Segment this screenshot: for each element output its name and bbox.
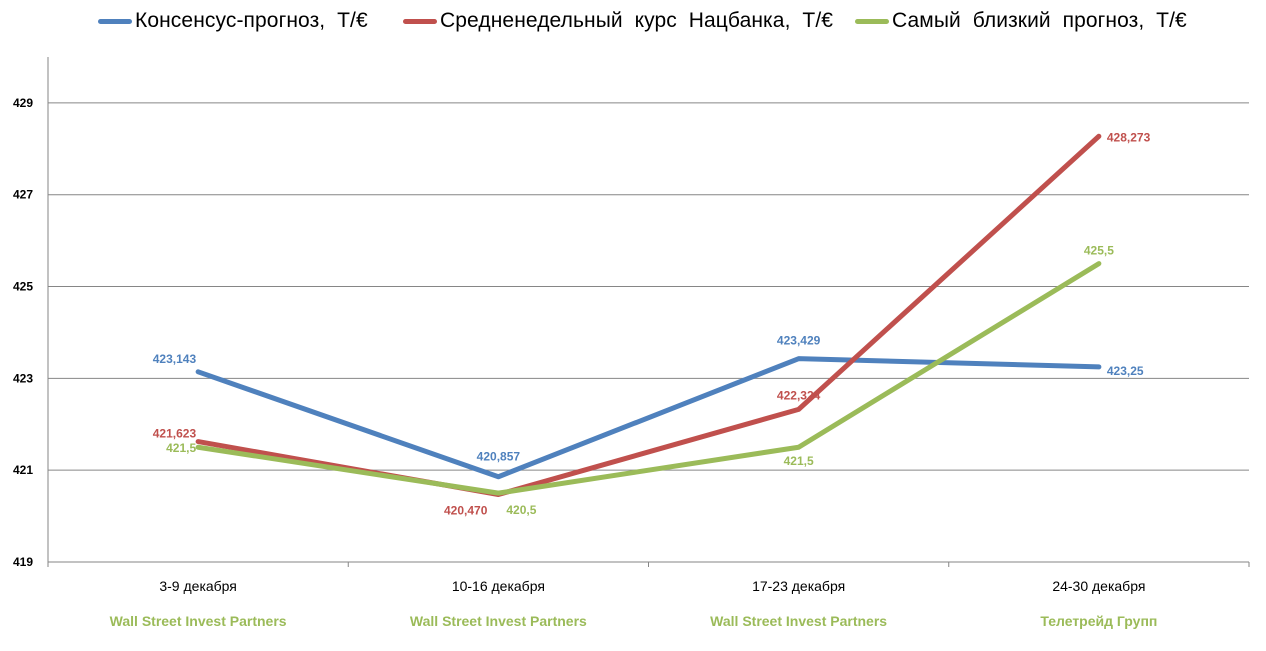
x-tick-label: 17-23 декабря [752, 578, 845, 594]
nbk-rate-data-label: 421,623 [153, 427, 197, 441]
x-tick-label: 3-9 декабря [159, 578, 237, 594]
legend: Консенсус-прогноз, Т/€ Средненедельный к… [0, 6, 1266, 36]
y-tick-label-425: 425 [13, 280, 33, 294]
legend-swatch-closest [855, 18, 889, 24]
closest-forecast-line [195, 261, 1102, 496]
legend-swatch-nbk-rate [403, 18, 437, 24]
x-category-sublabel: Wall Street Invest Partners [710, 613, 887, 629]
x-category-sublabel: Wall Street Invest Partners [110, 613, 287, 629]
legend-item-nbk-rate: Средненедельный курс Нацбанка, Т/€ [403, 6, 833, 36]
closest-forecast-data-label: 425,5 [1084, 244, 1114, 258]
y-tick-label-427: 427 [13, 188, 33, 202]
x-tick-label: 24-30 декабря [1052, 578, 1145, 594]
consensus-data-label: 423,25 [1107, 364, 1144, 378]
legend-item-closest: Самый близкий прогноз, Т/€ [855, 6, 1187, 36]
closest-forecast-data-label: 421,5 [784, 454, 814, 468]
x-category-sublabel: Телетрейд Групп [1040, 613, 1157, 629]
legend-swatch-consensus [98, 18, 132, 24]
nbk-rate-data-label: 428,273 [1107, 130, 1151, 144]
nbk-rate-data-label: 420,470 [444, 504, 488, 518]
consensus-data-label: 420,857 [477, 450, 521, 464]
consensus-data-label: 423,429 [777, 334, 821, 348]
consensus-line [195, 356, 1102, 480]
x-tick-label: 10-16 декабря [452, 578, 545, 594]
closest-forecast-data-label: 420,5 [506, 503, 536, 517]
legend-label-closest: Самый близкий прогноз, Т/€ [892, 9, 1187, 32]
y-tick-label-429: 429 [13, 96, 33, 110]
consensus-data-label: 423,143 [153, 352, 197, 366]
y-tick-label-421: 421 [13, 463, 33, 477]
y-tick-label-419: 419 [13, 555, 33, 569]
nbk-rate-line [195, 133, 1102, 498]
legend-label-consensus: Консенсус-прогноз, Т/€ [135, 9, 368, 32]
legend-item-consensus: Консенсус-прогноз, Т/€ [98, 6, 368, 36]
closest-forecast-data-label: 421,5 [166, 441, 196, 455]
nbk-rate-data-label: 422,324 [777, 388, 821, 402]
legend-label-nbk-rate: Средненедельный курс Нацбанка, Т/€ [440, 9, 834, 32]
x-category-sublabel: Wall Street Invest Partners [410, 613, 587, 629]
y-tick-label-423: 423 [13, 371, 33, 385]
